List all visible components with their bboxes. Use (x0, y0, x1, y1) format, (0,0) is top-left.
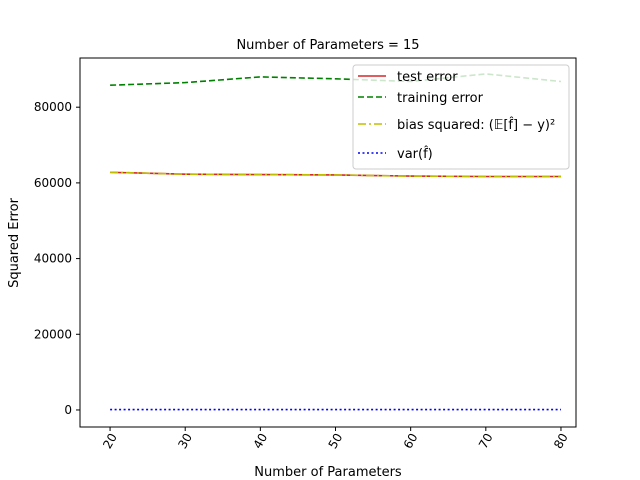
y-tick-label: 0 (64, 403, 72, 417)
x-tick-label: 80 (551, 431, 571, 451)
y-tick-label: 80000 (34, 100, 72, 114)
series-line-0 (110, 73, 562, 86)
legend: test error training error bias squared: (𝔼… (352, 64, 570, 170)
legend-label: training error (397, 91, 484, 106)
legend-label: bias squared: (𝔼[f̂] − y)² (397, 118, 555, 133)
x-tick-label: 20 (100, 431, 120, 451)
x-axis: 20 30 40 50 60 70 80 (100, 427, 571, 451)
y-tick-label: 20000 (34, 327, 72, 341)
legend-label: test error (397, 70, 458, 85)
y-tick-label: 40000 (34, 252, 72, 266)
x-tick-label: 60 (401, 431, 421, 451)
legend-box (352, 64, 570, 170)
plot-area-frame (79, 57, 577, 428)
series-line-2 (110, 171, 561, 178)
x-tick-label: 50 (326, 431, 346, 451)
plot-series (110, 73, 562, 411)
x-tick-label: 30 (175, 431, 195, 451)
x-tick-label: 70 (476, 431, 496, 451)
chart-title: Number of Parameters = 15 (236, 38, 419, 53)
y-axis: 0 20000 40000 60000 80000 (34, 100, 80, 417)
legend-label: var(f̂) (397, 147, 433, 162)
y-tick-label: 60000 (34, 176, 72, 190)
y-axis-label: Squared Error (7, 197, 22, 287)
x-tick-label: 40 (250, 431, 270, 451)
x-axis-label: Number of Parameters (254, 465, 402, 480)
